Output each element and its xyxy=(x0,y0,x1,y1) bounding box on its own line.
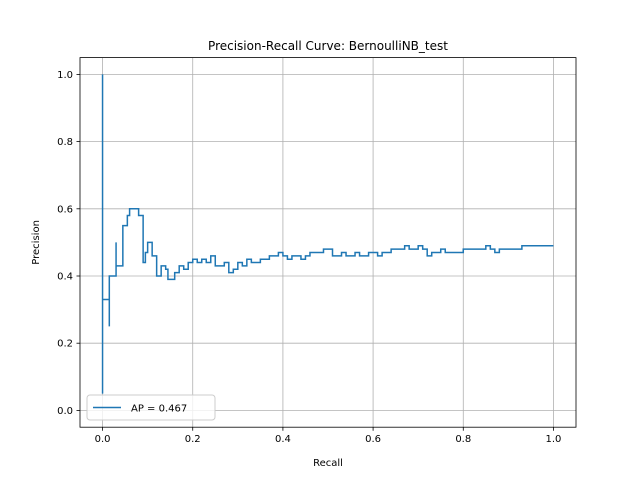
x-axis-ticks: 0.0 0.2 0.4 0.6 0.8 1.0 xyxy=(95,427,562,445)
y-tick-label: 1.0 xyxy=(57,70,73,81)
pr-curve-line xyxy=(101,74,554,394)
x-tick-label: 0.8 xyxy=(455,434,471,445)
legend-label: AP = 0.467 xyxy=(131,404,187,415)
y-axis-ticks: 0.0 0.2 0.4 0.6 0.8 1.0 xyxy=(57,70,80,417)
y-tick-label: 0.4 xyxy=(57,272,73,283)
x-tick-label: 0.0 xyxy=(95,434,111,445)
y-tick-label: 0.6 xyxy=(57,204,73,215)
series-layer xyxy=(101,74,554,394)
chart-title: Precision-Recall Curve: BernoulliNB_test xyxy=(208,39,448,53)
y-tick-label: 0.8 xyxy=(57,137,73,148)
grid xyxy=(80,57,576,428)
x-tick-label: 0.2 xyxy=(185,434,201,445)
plot-area xyxy=(80,57,576,428)
x-tick-label: 0.6 xyxy=(365,434,381,445)
y-tick-label: 0.2 xyxy=(57,339,73,350)
x-axis-label: Recall xyxy=(313,458,343,469)
x-tick-label: 0.4 xyxy=(275,434,291,445)
x-tick-label: 1.0 xyxy=(546,434,562,445)
legend: AP = 0.467 xyxy=(86,394,216,421)
y-tick-label: 0.0 xyxy=(57,406,73,417)
y-axis-label: Precision xyxy=(31,220,42,265)
axes-frame xyxy=(79,57,577,428)
legend-box xyxy=(86,394,216,421)
